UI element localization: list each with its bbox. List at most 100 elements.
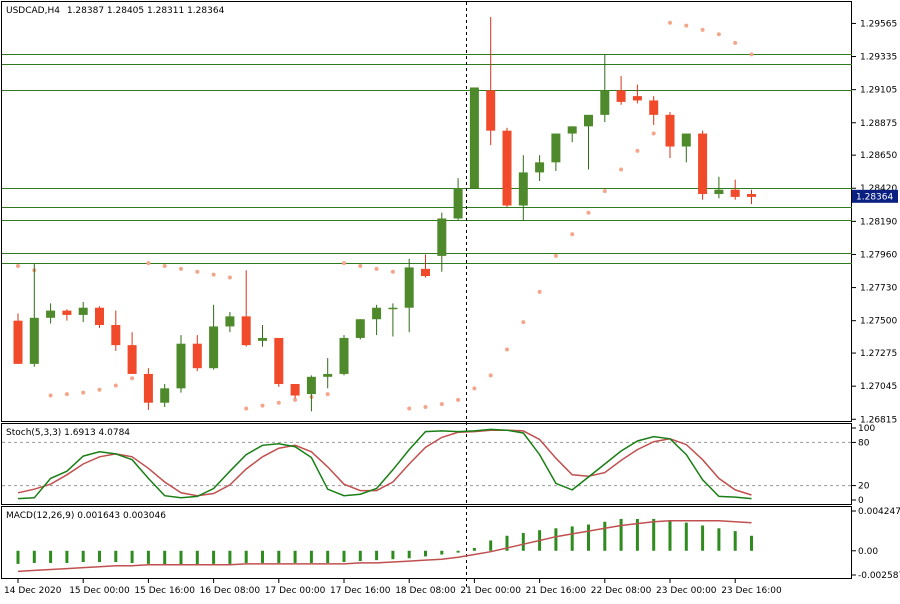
horizontal-lines: [2, 55, 852, 264]
macd-histogram-bar: [571, 526, 574, 550]
price-tick-label: 1.27045: [860, 382, 897, 392]
price-axis: 1.295651.293351.291051.288751.286501.284…: [852, 19, 897, 425]
price-tick-label: 1.27960: [860, 250, 897, 260]
candle-body: [405, 267, 414, 307]
candle-body: [649, 100, 658, 114]
candle-body: [535, 162, 544, 172]
macd-histogram-bar: [408, 551, 411, 558]
macd-histogram-bar: [245, 551, 248, 563]
macd-histogram-bar: [620, 519, 623, 551]
candle-body: [14, 321, 23, 364]
price-tick-label: 1.27275: [860, 349, 897, 359]
sar-dot: [619, 168, 623, 172]
macd-histogram-bar: [522, 533, 525, 551]
candle-body: [388, 308, 397, 310]
candle-body: [291, 384, 300, 396]
sar-dot: [293, 398, 297, 402]
candle-body: [144, 374, 153, 403]
macd-histogram-bar: [310, 551, 313, 563]
candle-body: [307, 377, 316, 394]
candlesticks: [14, 17, 757, 411]
macd-histogram-bar: [196, 551, 199, 565]
sar-dot: [179, 267, 183, 271]
candle-body: [274, 338, 283, 384]
sar-dot: [261, 404, 265, 408]
sar-dot: [114, 383, 118, 387]
sar-dot: [603, 189, 607, 193]
macd-signal-line: [18, 521, 752, 572]
candle-body: [95, 308, 104, 325]
sar-dot: [277, 401, 281, 405]
macd-histogram-bar: [473, 548, 476, 551]
sar-dot: [212, 273, 216, 277]
sar-dot: [98, 388, 102, 392]
price-tick-label: 1.28190: [860, 217, 897, 227]
candle-body: [437, 218, 446, 255]
sar-dot: [146, 261, 150, 265]
macd-histogram-bar: [375, 551, 378, 560]
candle-body: [600, 90, 609, 114]
macd-histogram-bar: [424, 551, 427, 557]
candle-body: [682, 134, 691, 147]
sar-dot: [701, 28, 705, 32]
sar-dot: [342, 261, 346, 265]
time-tick-label: 23 Dec 00:00: [656, 586, 717, 596]
candle-body: [551, 134, 560, 163]
sar-dot: [750, 52, 754, 56]
time-tick-label: 16 Dec 08:00: [200, 586, 261, 596]
candle-body: [258, 338, 267, 341]
stoch-tick-label: 20: [858, 482, 870, 492]
time-tick-label: 15 Dec 16:00: [134, 586, 195, 596]
price-tick-label: 1.29105: [860, 86, 897, 96]
candle-body: [323, 374, 332, 377]
macd-histogram-bar: [163, 551, 166, 565]
sar-dot: [16, 264, 20, 268]
sar-dot: [717, 32, 721, 36]
macd-histogram-bar: [131, 551, 134, 563]
sar-dot: [635, 149, 639, 153]
sar-dot: [456, 398, 460, 402]
stoch-main-line: [18, 429, 752, 498]
macd-histogram-bar: [669, 521, 672, 551]
macd-histogram-bar: [685, 523, 688, 551]
sar-dot: [375, 267, 379, 271]
macd-histogram-bar: [489, 540, 492, 550]
candle-body: [666, 115, 675, 147]
candle-body: [617, 90, 626, 102]
candle-body: [698, 134, 707, 194]
sar-dot: [668, 21, 672, 25]
candle-body: [46, 311, 55, 318]
candle-body: [340, 338, 349, 374]
candle-body: [225, 316, 234, 326]
macd-histogram-bar: [734, 531, 737, 551]
sar-dot: [733, 41, 737, 45]
candle-body: [731, 190, 740, 197]
sar-dot: [570, 232, 574, 236]
macd-histogram-bar: [717, 528, 720, 550]
candle-body: [30, 318, 39, 364]
sar-dot: [228, 275, 232, 279]
candle-body: [177, 344, 186, 389]
macd-histogram-bar: [277, 551, 280, 563]
candle-body: [193, 344, 202, 368]
price-tick-label: 1.29565: [860, 19, 897, 29]
time-tick-label: 17 Dec 00:00: [265, 586, 326, 596]
candle-body: [568, 126, 577, 133]
macd-histogram-bar: [391, 551, 394, 559]
macd-histogram-bar: [750, 536, 753, 551]
macd-histogram-bar: [212, 551, 215, 564]
candle-body: [519, 172, 528, 205]
sar-dot: [652, 132, 656, 136]
price-tick-label: 1.28875: [860, 119, 897, 129]
macd-histogram-bar: [49, 551, 52, 563]
sar-dot: [163, 264, 167, 268]
macd-tick-label: 0.00: [858, 547, 878, 557]
macd-histogram-bar: [98, 551, 101, 562]
sar-dot: [472, 386, 476, 390]
sar-dot: [521, 320, 525, 324]
time-tick-label: 15 Dec 00:00: [69, 586, 130, 596]
